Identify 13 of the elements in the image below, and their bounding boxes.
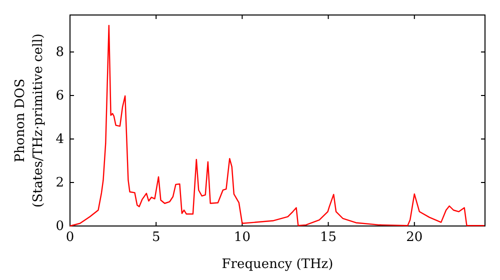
y-tick-label: 4 <box>56 132 64 148</box>
y-axis-title: Phonon DOS (States/THz·primitive cell) <box>13 33 46 208</box>
y-tick-label: 8 <box>56 45 64 60</box>
x-axis-title: Frequency (THz) <box>222 257 334 272</box>
x-tick-label: 15 <box>320 230 337 246</box>
x-tick-label: 20 <box>406 230 423 246</box>
x-tick-label: 10 <box>234 230 250 246</box>
x-tick-label: 0 <box>66 230 74 246</box>
x-tick-label: 5 <box>152 230 160 246</box>
y-tick-label: 6 <box>56 88 64 104</box>
y-tick-label: 2 <box>56 176 64 191</box>
y-tick-label: 0 <box>56 219 64 234</box>
line-series <box>69 24 485 227</box>
